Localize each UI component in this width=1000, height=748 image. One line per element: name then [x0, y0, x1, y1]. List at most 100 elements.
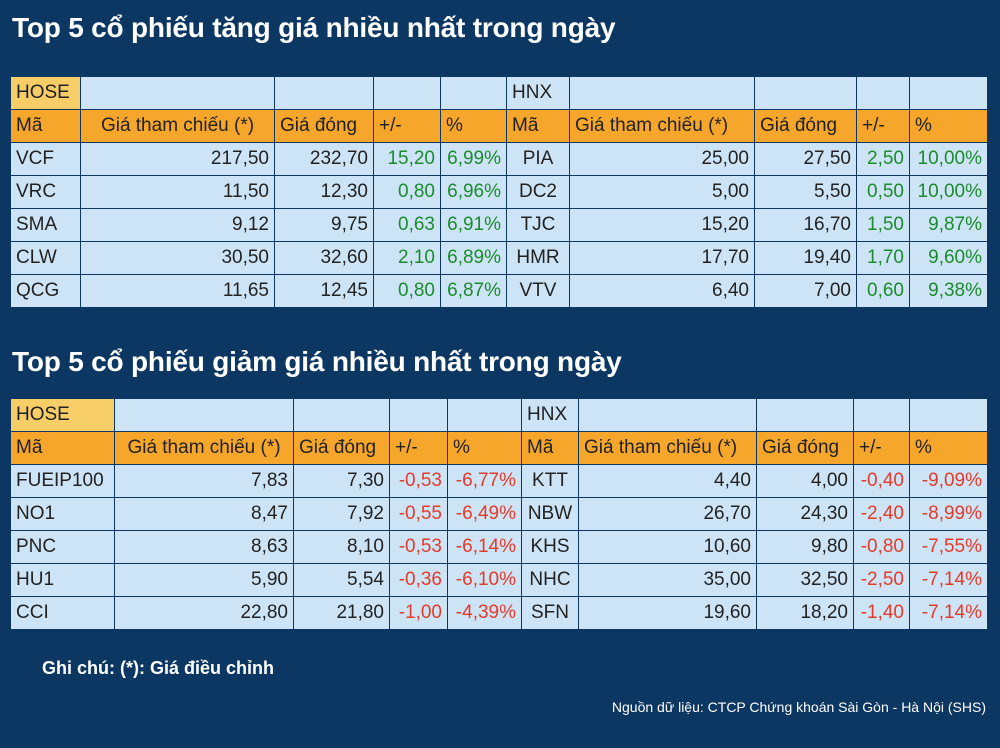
close-price: 9,80 [756, 530, 854, 564]
empty-cell [569, 76, 755, 110]
price-change: 0,80 [373, 274, 441, 308]
table-row: CCI 22,80 21,80 -1,00 -4,39% SFN 19,60 18,20 -1,… [10, 596, 988, 630]
table-row: CLW 30,50 32,60 2,10 6,89% HMR 17,70 19,40 1,70 9… [10, 241, 988, 275]
table-row: FUEIP100 7,83 7,30 -0,53 -6,77% KTT 4,40 4,00 -0… [10, 464, 988, 498]
ref-price: 7,83 [114, 464, 294, 498]
empty-cell [114, 398, 294, 432]
percent-change: 9,38% [909, 274, 988, 308]
price-change: 2,10 [373, 241, 441, 275]
header-pct: % [447, 431, 522, 465]
ref-price: 6,40 [569, 274, 755, 308]
ref-price: 4,40 [578, 464, 757, 498]
ref-price: 17,70 [569, 241, 755, 275]
percent-change: -6,10% [447, 563, 522, 597]
percent-change: 9,87% [909, 208, 988, 242]
footnote: Ghi chú: (*): Giá điều chỉnh [42, 658, 274, 678]
header-close-price: Giá đóng [274, 109, 374, 143]
percent-change: 6,96% [440, 175, 507, 209]
stock-code: VTV [506, 274, 570, 308]
empty-cell [756, 398, 854, 432]
close-price: 9,75 [274, 208, 374, 242]
close-price: 18,20 [756, 596, 854, 630]
header-close-price: Giá đóng [293, 431, 390, 465]
empty-cell [389, 398, 448, 432]
price-change: -0,80 [853, 530, 910, 564]
percent-change: -7,55% [909, 530, 988, 564]
close-price: 4,00 [756, 464, 854, 498]
price-change: 1,50 [856, 208, 910, 242]
empty-cell [578, 398, 757, 432]
header-change: +/- [389, 431, 448, 465]
price-change: 0,50 [856, 175, 910, 209]
exchange-row: HOSE HNX [10, 76, 988, 110]
table-row: VCF 217,50 232,70 15,20 6,99% PIA 25,00 27,50 2,… [10, 142, 988, 176]
ref-price: 22,80 [114, 596, 294, 630]
stock-code: SFN [521, 596, 579, 630]
close-price: 8,10 [293, 530, 390, 564]
price-change: 1,70 [856, 241, 910, 275]
ref-price: 8,47 [114, 497, 294, 531]
ref-price: 8,63 [114, 530, 294, 564]
stock-code: PIA [506, 142, 570, 176]
stock-code: KHS [521, 530, 579, 564]
stock-code: SMA [10, 208, 81, 242]
header-code: Mã [506, 109, 570, 143]
exchange-label-hose: HOSE [10, 398, 115, 432]
price-change: -0,36 [389, 563, 448, 597]
percent-change: -6,77% [447, 464, 522, 498]
ref-price: 217,50 [80, 142, 275, 176]
close-price: 232,70 [274, 142, 374, 176]
empty-cell [373, 76, 441, 110]
percent-change: -6,14% [447, 530, 522, 564]
ref-price: 11,65 [80, 274, 275, 308]
percent-change: 6,87% [440, 274, 507, 308]
close-price: 7,00 [754, 274, 857, 308]
table-row: PNC 8,63 8,10 -0,53 -6,14% KHS 10,60 9,80 -0,80-… [10, 530, 988, 564]
ref-price: 19,60 [578, 596, 757, 630]
empty-cell [853, 398, 910, 432]
percent-change: -6,49% [447, 497, 522, 531]
empty-cell [754, 76, 857, 110]
close-price: 32,50 [756, 563, 854, 597]
exchange-row: HOSE HNX [10, 398, 988, 432]
table-row: NO1 8,47 7,92 -0,55 -6,49% NBW 26,70 24,30 -2,40… [10, 497, 988, 531]
ref-price: 11,50 [80, 175, 275, 209]
stock-code: CCI [10, 596, 115, 630]
stock-code: FUEIP100 [10, 464, 115, 498]
close-price: 12,45 [274, 274, 374, 308]
percent-change: -9,09% [909, 464, 988, 498]
header-pct: % [909, 109, 988, 143]
close-price: 7,30 [293, 464, 390, 498]
title-losers: Top 5 cổ phiếu giảm giá nhiều nhất trong… [12, 346, 622, 377]
close-price: 27,50 [754, 142, 857, 176]
stock-code: HMR [506, 241, 570, 275]
table-row: VRC 11,50 12,30 0,80 6,96% DC2 5,00 5,50 0,50 10,… [10, 175, 988, 209]
exchange-label-hnx: HNX [521, 398, 579, 432]
empty-cell [80, 76, 275, 110]
close-price: 21,80 [293, 596, 390, 630]
stock-code: QCG [10, 274, 81, 308]
header-row: Mã Giá tham chiếu (*) Giá đóng +/- % Mã … [10, 109, 988, 143]
header-ref-price: Giá tham chiếu (*) [114, 431, 294, 465]
header-pct: % [440, 109, 507, 143]
percent-change: 6,89% [440, 241, 507, 275]
close-price: 24,30 [756, 497, 854, 531]
percent-change: -7,14% [909, 563, 988, 597]
title-gainers: Top 5 cổ phiếu tăng giá nhiều nhất trong… [12, 12, 616, 43]
ref-price: 15,20 [569, 208, 755, 242]
ref-price: 10,60 [578, 530, 757, 564]
table-row: SMA 9,12 9,75 0,63 6,91% TJC 15,20 16,70 1,50 9,8… [10, 208, 988, 242]
ref-price: 26,70 [578, 497, 757, 531]
empty-cell [909, 398, 988, 432]
price-change: 0,60 [856, 274, 910, 308]
header-pct: % [909, 431, 988, 465]
ref-price: 25,00 [569, 142, 755, 176]
stock-code: PNC [10, 530, 115, 564]
stock-code: NO1 [10, 497, 115, 531]
close-price: 19,40 [754, 241, 857, 275]
header-ref-price: Giá tham chiếu (*) [80, 109, 275, 143]
price-change: 15,20 [373, 142, 441, 176]
stock-code: NHC [521, 563, 579, 597]
header-row: Mã Giá tham chiếu (*) Giá đóng +/- % Mã … [10, 431, 988, 465]
exchange-label-hnx: HNX [506, 76, 570, 110]
